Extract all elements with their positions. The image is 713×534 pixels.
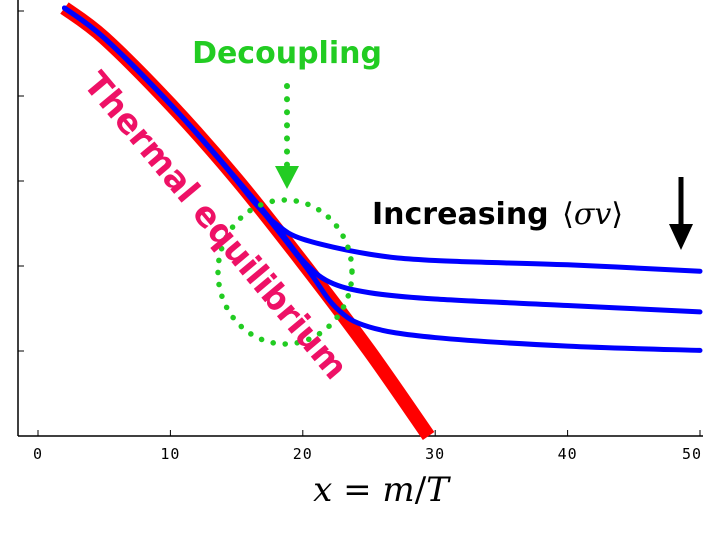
x-axis-label: x = m/T [313, 470, 451, 510]
x-tick-label: 0 [33, 445, 43, 463]
increasing-label: Increasing ⟨σv⟩ [372, 197, 623, 232]
x-tick-label: 50 [682, 445, 702, 463]
series-group [60, 2, 703, 440]
decoupling-arrow-head [275, 166, 299, 189]
x-ticks: 0 10 20 30 40 50 [33, 430, 702, 463]
x-tick-label: 20 [293, 445, 313, 463]
x-tick-label: 30 [425, 445, 445, 463]
thermal-equilibrium-label: Thermal equilibrium [75, 64, 355, 387]
sigma-v-symbol: ⟨σv⟩ [562, 197, 623, 232]
x-tick-label: 40 [558, 445, 578, 463]
decoupling-label: Decoupling [192, 36, 382, 71]
decoupling-region-ellipse [215, 197, 355, 347]
y-ticks [18, 10, 24, 352]
relic-abundance-line-3 [61, 5, 703, 353]
increasing-word: Increasing [372, 197, 549, 232]
x-tick-label: 10 [160, 445, 180, 463]
increasing-arrow-head [669, 224, 693, 250]
axes: 0 10 20 30 40 50 [17, 0, 703, 463]
